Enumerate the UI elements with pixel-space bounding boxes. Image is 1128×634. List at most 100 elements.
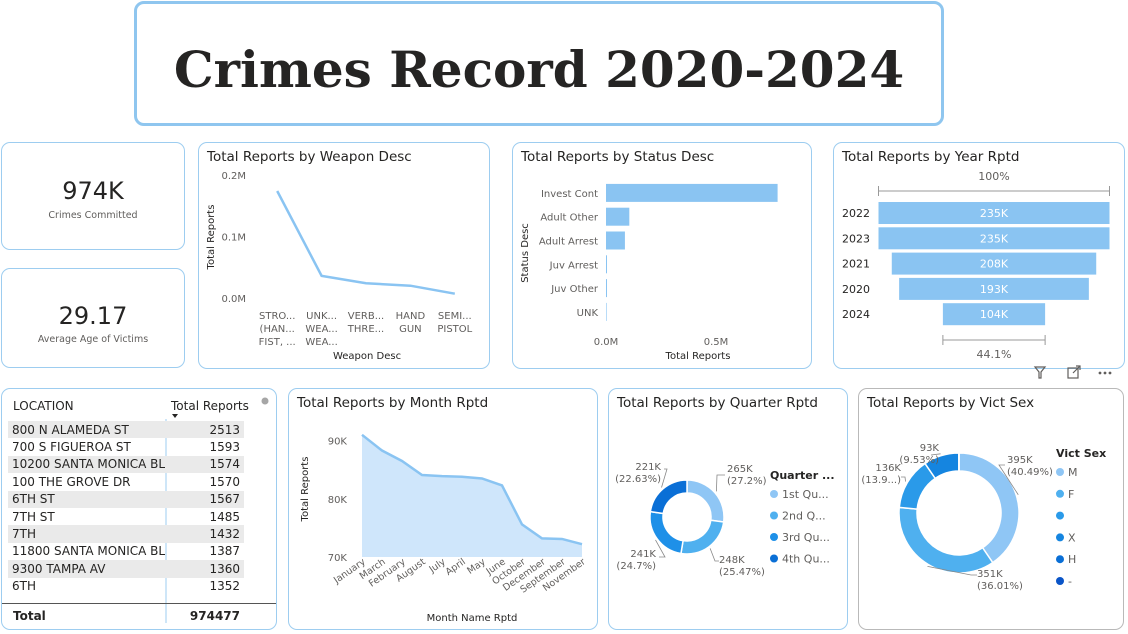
- y-tick-label: 90K: [328, 437, 348, 448]
- kpi-card-crimes[interactable]: 974K Crimes Committed: [1, 142, 185, 250]
- table-row[interactable]: 800 N ALAMEDA ST 2513: [8, 421, 244, 439]
- leader-line: [927, 565, 977, 576]
- page-title: Crimes Record 2020-2024: [173, 40, 905, 99]
- funnel-top-percent: 100%: [978, 170, 1009, 183]
- y-tick-label: UNK: [577, 308, 599, 319]
- funnel-category-label: 2020: [842, 283, 870, 296]
- table-header-location[interactable]: LOCATION: [13, 399, 74, 413]
- location-table: 800 N ALAMEDA ST 2513 700 S FIGUEROA ST 159…: [8, 421, 244, 595]
- location-cell: 700 S FIGUEROA ST: [12, 440, 131, 455]
- scroll-indicator-icon[interactable]: [261, 397, 269, 405]
- total-reports-cell: 1432: [198, 525, 244, 543]
- leader-line: [715, 474, 725, 492]
- funnel-bar: [899, 277, 1089, 300]
- month-chart-card[interactable]: Total Reports by Month Rptd 70K 80K 90K Jan…: [288, 388, 598, 630]
- y-axis-title: Total Reports: [206, 205, 217, 271]
- legend-marker: [770, 533, 778, 541]
- y-tick-label: Adult Arrest: [539, 237, 598, 248]
- table-body[interactable]: 800 N ALAMEDA ST 2513 700 S FIGUEROA ST 159…: [8, 421, 244, 601]
- location-cell: 6TH ST: [8, 490, 199, 508]
- slice-percent-label: (9.53%): [899, 455, 939, 466]
- x-tick-label: April: [444, 556, 468, 577]
- leader-line: [661, 468, 668, 488]
- leader-line: [998, 464, 1019, 495]
- x-tick-label: WEA...: [305, 337, 337, 348]
- status-bar: [606, 183, 778, 202]
- table-row[interactable]: 7TH ST 1485: [8, 508, 244, 525]
- legend-marker: [770, 554, 778, 563]
- table-decor: [165, 397, 269, 623]
- table-row[interactable]: 9300 TAMPA AV 1360: [8, 560, 244, 578]
- y-axis-title: Status Desc: [520, 223, 531, 283]
- total-reports-cell: 1352: [209, 579, 240, 594]
- legend-item-label: 4th Qu...: [782, 553, 830, 566]
- y-tick-label: 0.0M: [221, 294, 246, 305]
- location-cell: 9300 TAMPA AV: [8, 560, 199, 578]
- status-chart-card[interactable]: Total Reports by Status Desc Invest Cont…: [512, 142, 812, 369]
- x-tick-label: FIST, ...: [259, 337, 296, 348]
- funnel-category-label: 2022: [842, 207, 870, 220]
- donut-slice: [649, 479, 688, 515]
- table-row[interactable]: 7TH 1432: [8, 525, 244, 543]
- location-cell: 7TH: [8, 525, 199, 543]
- x-tick-label: SEMI...: [438, 311, 472, 322]
- total-reports-cell: 1567: [198, 490, 244, 508]
- funnel-value-label: 235K: [980, 207, 1009, 220]
- weapon-chart-title: Total Reports by Weapon Desc: [207, 149, 412, 165]
- total-reports-cell: 2513: [198, 421, 244, 439]
- x-tick-label: WEA...: [305, 324, 337, 335]
- year-funnel-chart: 100% 235K 2022 235K 2023 208K 2021 193K 2020 104K…: [842, 170, 1110, 361]
- x-axis-title: Weapon Desc: [333, 351, 401, 362]
- legend-marker: [1056, 577, 1064, 585]
- focus-mode-icon[interactable]: [1067, 365, 1081, 379]
- slice-value-label: 265K: [727, 464, 753, 475]
- table-row[interactable]: 6TH ST 1567: [8, 490, 244, 508]
- status-bar-chart: Invest Cont Adult Other Adult Arrest Juv Ar…: [520, 183, 778, 362]
- table-row[interactable]: 10200 SANTA MONICA BL 1574: [8, 455, 244, 474]
- donut-slice: [680, 519, 725, 555]
- kpi-card-age[interactable]: 29.17 Average Age of Victims: [1, 268, 185, 368]
- x-tick-label: HAND: [396, 311, 426, 322]
- weapon-chart-card[interactable]: Total Reports by Weapon Desc 0.0M 0.1M 0.2…: [198, 142, 490, 369]
- y-tick-label: 0.2M: [221, 171, 246, 182]
- location-cell: 10200 SANTA MONICA BL: [8, 455, 199, 474]
- sex-chart-card[interactable]: Total Reports by Vict Sex 395K (40.49%) 35…: [858, 388, 1124, 630]
- funnel-bar: [878, 227, 1110, 250]
- table-header-total-reports[interactable]: Total Reports: [171, 399, 249, 413]
- table-row[interactable]: 100 THE GROVE DR 1570: [8, 473, 244, 490]
- legend-marker: [1056, 555, 1064, 564]
- total-reports-cell: 1387: [209, 544, 240, 559]
- slice-value-label: 93K: [920, 443, 940, 454]
- funnel-value-label: 193K: [980, 283, 1009, 296]
- more-options-icon[interactable]: [1098, 371, 1112, 375]
- visual-header-icons: [1033, 365, 1112, 379]
- filter-icon[interactable]: [1033, 366, 1047, 379]
- y-tick-label: 70K: [328, 553, 348, 564]
- slice-percent-label: (13.9...): [861, 475, 901, 486]
- legend-marker: [770, 490, 778, 498]
- location-table-card[interactable]: LOCATION Total Reports 800 N ALAMEDA ST 2…: [1, 388, 277, 630]
- sort-desc-icon[interactable]: [172, 414, 178, 418]
- x-tick-label: THRE...: [347, 324, 384, 335]
- legend-marker: [1056, 511, 1064, 520]
- kpi-label-crimes: Crimes Committed: [48, 210, 138, 221]
- table-total-value: 974477: [189, 609, 240, 623]
- x-tick-label: (HAN...: [260, 324, 295, 335]
- legend-item-label: 3rd Qu...: [782, 531, 830, 544]
- donut-slice: [898, 506, 994, 574]
- table-row[interactable]: 6TH 1352: [8, 578, 244, 595]
- x-tick-label: May: [465, 556, 488, 576]
- legend-title: Quarter ...: [770, 469, 835, 482]
- legend-marker: [1056, 468, 1064, 476]
- table-row[interactable]: 700 S FIGUEROA ST 1593: [8, 438, 244, 455]
- status-bar: [606, 207, 630, 226]
- funnel-bar: [891, 252, 1097, 275]
- quarter-chart-card[interactable]: Total Reports by Quarter Rptd 265K (27.2%…: [608, 388, 848, 630]
- leader-line: [901, 476, 906, 482]
- y-tick-label: Juv Other: [550, 284, 599, 295]
- table-row[interactable]: 11800 SANTA MONICA BL 1387: [8, 543, 244, 560]
- year-chart-card[interactable]: Total Reports by Year Rptd 100% 235K 2022 2…: [833, 142, 1125, 369]
- legend-item-label: 2nd Q...: [782, 510, 826, 523]
- x-tick-label: UNK...: [306, 311, 337, 322]
- slice-percent-label: (27.2%): [727, 476, 767, 487]
